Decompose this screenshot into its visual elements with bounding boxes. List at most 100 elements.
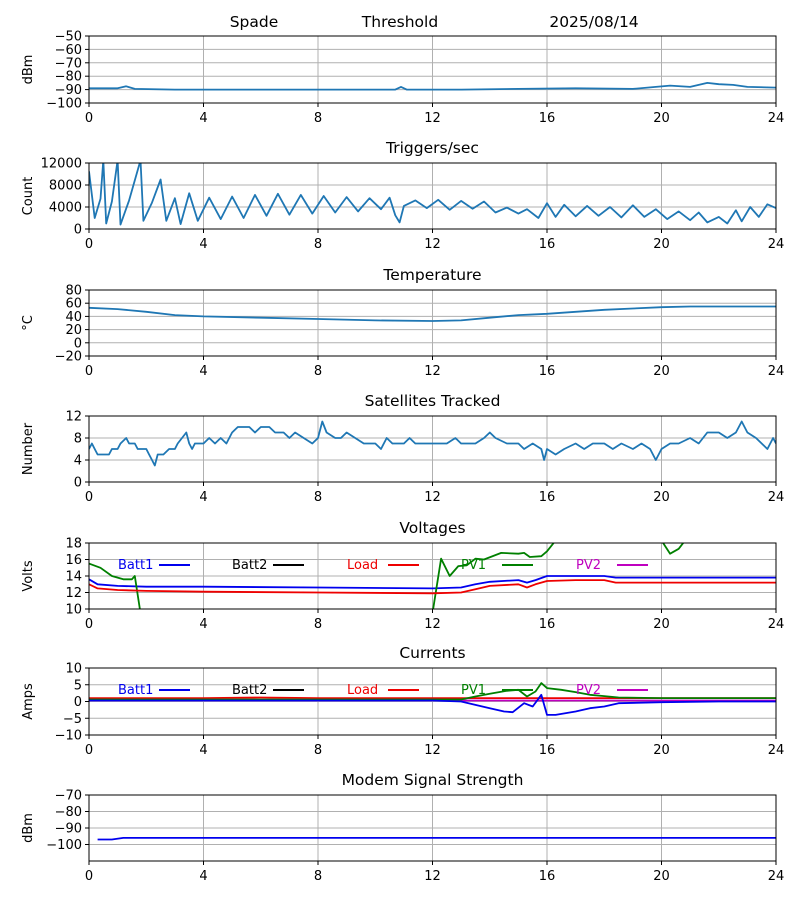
x-tick-label: 8: [314, 490, 322, 505]
x-tick-label: 12: [424, 869, 441, 884]
series-line-batt1: [89, 693, 776, 716]
chart-satellites: 0 4 8 12 0 4 8 12 16 20 24 Satellites Tracked Number: [21, 392, 784, 505]
x-tick-label: 12: [424, 490, 441, 505]
x-tick-label: 8: [314, 111, 322, 126]
x-tick-label: 24: [768, 490, 785, 505]
y-tick-label: 20: [65, 323, 82, 338]
y-tick-label: 12: [65, 586, 82, 601]
header-station: Spade: [230, 13, 279, 31]
y-tick-label: −80: [55, 70, 82, 85]
y-tick-label: 4: [74, 454, 82, 469]
y-tick-label: −90: [55, 83, 82, 98]
y-axis-label: dBm: [21, 813, 36, 843]
x-tick-label: 0: [85, 743, 93, 758]
series-line-batt1: [89, 575, 776, 590]
y-axis-label: dBm: [21, 55, 36, 85]
plot-frame: [88, 289, 777, 357]
x-tick-label: 8: [314, 364, 322, 379]
chart-threshold: −100−90−80−70−60−50 0 4 8 12 16 20 24 dBm: [21, 30, 784, 127]
x-tick-label: 4: [199, 617, 207, 632]
y-tick-label: −10: [55, 729, 82, 744]
x-tick-label: 16: [539, 617, 556, 632]
x-tick-label: 12: [424, 617, 441, 632]
y-tick-label: 60: [65, 297, 82, 312]
y-axis-label: °C: [21, 315, 36, 331]
legend-label-batt2: Batt2: [232, 683, 267, 698]
legend-label-pv2: PV2: [576, 558, 601, 573]
chart-triggers: 0 4000 8000 12000 0 4 8 12 16 20 24 Triggers/sec Cou…: [21, 139, 784, 252]
chart-title: Currents: [399, 644, 465, 662]
series-group: [89, 305, 776, 322]
x-tick-label: 0: [85, 364, 93, 379]
x-tick-label: 24: [768, 617, 785, 632]
x-tick-label: 20: [653, 869, 670, 884]
chart-title: Modem Signal Strength: [342, 771, 524, 789]
x-tick-label: 8: [314, 869, 322, 884]
legend-label-load: Load: [347, 558, 378, 573]
legend-label-batt2: Batt2: [232, 558, 267, 573]
header-date: 2025/08/14: [549, 13, 638, 31]
x-tick-label: 12: [424, 743, 441, 758]
y-tick-label: 10: [65, 603, 82, 618]
x-tick-label: 12: [424, 237, 441, 252]
x-tick-label: 24: [768, 237, 785, 252]
y-tick-label: 18: [65, 537, 82, 552]
legend-label-pv2: PV2: [576, 683, 601, 698]
x-tick-label: 24: [768, 111, 785, 126]
x-tick-label: 24: [768, 743, 785, 758]
x-tick-label: 20: [653, 490, 670, 505]
y-tick-label: −50: [55, 30, 82, 45]
plot-frame: [88, 415, 777, 483]
y-tick-label: 14: [65, 570, 82, 585]
series-line: [89, 163, 776, 226]
x-tick-label: 12: [424, 364, 441, 379]
x-tick-label: 16: [539, 237, 556, 252]
y-axis-label: Count: [21, 177, 36, 216]
legend-label-batt1: Batt1: [118, 683, 153, 698]
y-axis-label: Volts: [21, 560, 36, 592]
series-group: [89, 163, 776, 226]
y-tick-label: 8: [74, 432, 82, 447]
y-tick-label: 10: [65, 662, 82, 677]
x-tick-label: 0: [85, 111, 93, 126]
y-tick-label: 0: [74, 223, 82, 238]
y-tick-label: 0: [74, 336, 82, 351]
chart-modem: −100−90 −80−70 0 4 8 12 16 20 24 Modem Signal Str…: [21, 771, 784, 884]
x-tick-label: 16: [539, 869, 556, 884]
x-tick-label: 20: [653, 743, 670, 758]
plot-frame: [88, 35, 777, 104]
x-tick-label: 4: [199, 490, 207, 505]
plot-frame: [88, 542, 777, 610]
series-line: [97, 837, 776, 841]
y-tick-label: −20: [55, 350, 82, 365]
x-tick-label: 24: [768, 869, 785, 884]
series-group: [89, 543, 776, 609]
x-tick-label: 16: [539, 490, 556, 505]
y-tick-label: −80: [55, 805, 82, 820]
x-tick-label: 4: [199, 111, 207, 126]
series-line: [89, 82, 776, 91]
y-tick-label: −60: [55, 43, 82, 58]
x-tick-label: 0: [85, 237, 93, 252]
y-tick-label: 5: [74, 678, 82, 693]
y-tick-label: 4000: [49, 201, 82, 216]
x-tick-label: 20: [653, 617, 670, 632]
series-line-pv1: [89, 682, 776, 701]
plot-frame: [88, 794, 777, 862]
legend-label-load: Load: [347, 683, 378, 698]
x-tick-label: 16: [539, 111, 556, 126]
series-line-pv1: [432, 543, 555, 609]
y-tick-label: −5: [63, 712, 82, 727]
x-tick-label: 8: [314, 237, 322, 252]
y-tick-label: 0: [74, 695, 82, 710]
y-tick-label: −70: [55, 789, 82, 804]
y-tick-label: 16: [65, 553, 82, 568]
y-axis-label: Amps: [21, 683, 36, 720]
series-line: [89, 305, 776, 322]
x-tick-label: 16: [539, 743, 556, 758]
x-tick-label: 0: [85, 490, 93, 505]
x-tick-label: 20: [653, 364, 670, 379]
y-tick-label: 0: [74, 476, 82, 491]
